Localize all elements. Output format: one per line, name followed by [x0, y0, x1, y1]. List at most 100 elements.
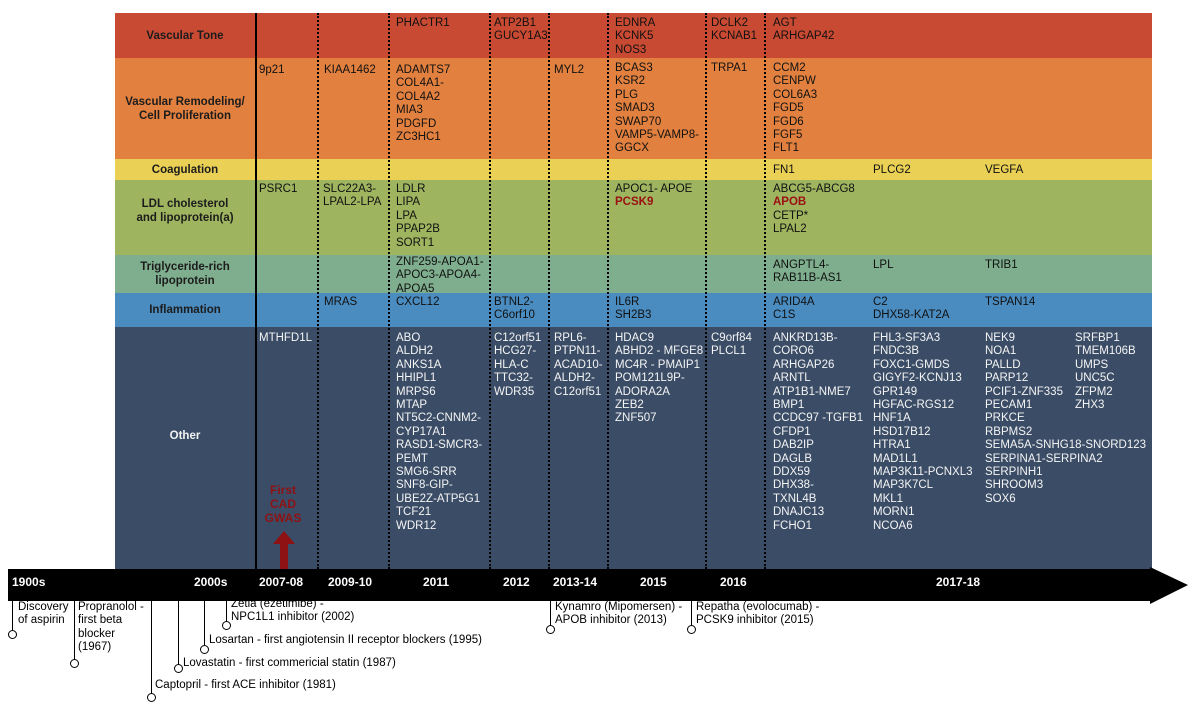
gene-name: HSD17B12 — [873, 425, 931, 438]
gene-name: RPL6- — [554, 332, 587, 344]
gene-cell: LDLR LIPA LPA PPAP2B SORT1 — [396, 183, 440, 250]
gene-name: SEMA5A-SNHG18-SNORD123 — [985, 439, 1147, 452]
gene-name: PRKCE — [985, 412, 1025, 425]
gene-name: CYP17A1 — [396, 425, 447, 438]
gene-name: ZHX3 — [1075, 399, 1105, 412]
gene-cell: IL6R SH2B3 — [615, 296, 651, 323]
gene-name: KCNK5 — [615, 30, 654, 43]
milestone-text-captopril: Captopril - first ACE inhibitor (1981) — [155, 679, 336, 691]
gene-name: HTRA1 — [873, 439, 911, 452]
gene-name: NOS3 — [615, 43, 647, 56]
gene-name: ANGPTL4- — [773, 259, 830, 271]
gene-name: ZNF259-APOA1- — [396, 256, 484, 268]
gene-name: APOC1- APOE — [615, 183, 693, 195]
column-divider-2016 — [705, 13, 707, 569]
milestone-line-lovastatin — [178, 601, 179, 666]
gene-name: DCLK2 — [711, 17, 749, 29]
gene-name: TXNL4B — [773, 492, 817, 505]
gene-name: C9orf84 — [711, 332, 752, 344]
column-divider-2013 — [548, 13, 550, 569]
gene-name: PEMT — [396, 452, 428, 465]
category-label-ldl: LDL cholesterol and lipoprotein(a) — [136, 198, 234, 224]
gene-name: TSPAN14 — [985, 296, 1036, 308]
gene-name: HCG27- — [494, 345, 537, 358]
gene-cell: VEGFA — [985, 164, 1023, 177]
gene-name: ZFPM2 — [1075, 385, 1113, 398]
gene-name: NT5C2-CNNM2- — [396, 412, 481, 425]
milestone-line-repatha — [691, 601, 692, 627]
gene-name: LPAL2 — [773, 223, 807, 236]
gene-name: ABCG5-ABCG8 — [773, 183, 855, 195]
gene-cell: C12orf51 HCG27- HLA-C TTC32- WDR35 — [494, 332, 541, 399]
gene-name: PCIF1-ZNF335 — [985, 385, 1063, 398]
gene-name: PSRC1 — [259, 183, 298, 195]
gene-cell: RPL6- PTPN11- ACAD10- ALDH2- C12orf51 — [554, 332, 603, 399]
gene-name: KIAA1462 — [324, 64, 376, 76]
gene-name: 9p21 — [259, 64, 285, 76]
gene-name: POM121L9P- — [615, 372, 685, 385]
gene-cell: ATP2B1 GUCY1A3 — [494, 17, 548, 44]
gene-name: GUCY1A3 — [494, 30, 548, 43]
gene-name: HDAC9 — [615, 332, 654, 344]
gene-name: ANKRD13B- — [773, 332, 838, 344]
gene-name: CETP* — [773, 209, 809, 222]
gene-name: SERPINH1 — [985, 466, 1043, 479]
gene-name: CENPW — [773, 75, 816, 88]
gene-cell: BCAS3 KSR2 PLG SMAD3 SWAP70 VAMP5-VAMP8- GGCX — [615, 62, 699, 156]
milestone-line-zetia — [226, 601, 227, 623]
category-label-inflammation: Inflammation — [149, 304, 221, 316]
gene-cell: TSPAN14 — [985, 296, 1035, 309]
gene-name: MAP3K11-PCNXL3 — [873, 466, 973, 479]
gene-cell: SLC22A3- LPAL2-LPA — [323, 183, 381, 210]
gene-name: PARP12 — [985, 372, 1029, 385]
gene-cell: MTHFD1L — [259, 332, 312, 345]
gene-name: ABO — [396, 332, 421, 344]
gene-name: MTHFD1L — [259, 332, 313, 344]
gene-name: MIA3 — [396, 104, 423, 117]
gene-cell: AGT ARHGAP42 — [773, 17, 834, 44]
milestone-line-losartan — [204, 601, 205, 647]
milestone-text-kynamro: Kynamro (Mipomersen) - APOB inhibitor (2… — [555, 601, 683, 627]
gene-name: RBPMS2 — [985, 425, 1033, 438]
gene-cell: ANGPTL4- RAB11B-AS1 — [773, 259, 842, 286]
gene-cell: ZNF259-APOA1- APOC3-APOA4- APOA5 — [396, 256, 484, 296]
gene-cell: DCLK2 KCNAB1 — [711, 17, 757, 44]
band-triglyceride — [115, 255, 1152, 293]
gene-name: PTPN11- — [554, 345, 601, 358]
gene-name: FLT1 — [773, 142, 799, 155]
gene-name: SERPINA1-SERPINA2 — [985, 452, 1103, 465]
gene-name: BCAS3 — [615, 62, 653, 74]
gene-name: FGD6 — [773, 115, 804, 128]
gene-name: PALLD — [985, 358, 1021, 371]
gene-name: SOX6 — [985, 492, 1016, 505]
milestone-line-kynamro — [550, 601, 551, 627]
band-other — [115, 327, 1152, 569]
gene-name: APOC3-APOA4- — [396, 269, 481, 282]
milestone-dot-repatha — [687, 625, 696, 634]
gene-name: PDGFD — [396, 117, 437, 130]
column-divider-2009 — [317, 13, 319, 569]
gene-name: VAMP5-VAMP8- — [615, 129, 699, 142]
gene-name: LPAL2-LPA — [323, 196, 382, 209]
gene-name: MKL1 — [873, 492, 904, 505]
first-gwas-arrow — [273, 531, 295, 569]
column-divider-2011 — [388, 13, 390, 569]
gene-name: GPR149 — [873, 385, 918, 398]
gene-cell: ARID4A C1S — [773, 296, 815, 323]
gene-name: MTAP — [396, 399, 428, 412]
gene-name: UBE2Z-ATP5G1 — [396, 492, 481, 505]
milestone-dot-captopril — [147, 693, 156, 702]
gene-name: SMG6-SRR — [396, 466, 457, 479]
timeline-label-2007-08: 2007-08 — [259, 575, 304, 589]
gene-cell: PLCG2 — [873, 164, 911, 177]
gene-name: MRAS — [324, 296, 358, 308]
gene-name: ARHGAP42 — [773, 30, 835, 43]
milestone-dot-zetia — [222, 621, 231, 630]
gene-name: KCNAB1 — [711, 30, 758, 43]
column-divider-2012 — [489, 13, 491, 569]
gene-name: COL4A2 — [396, 90, 441, 103]
gene-name: UNC5C — [1075, 372, 1115, 385]
gene-cell: KIAA1462 — [324, 64, 376, 77]
gene-name: C6orf10 — [494, 309, 535, 322]
